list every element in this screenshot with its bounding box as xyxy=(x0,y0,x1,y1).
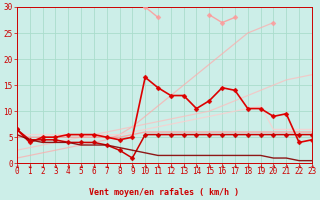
X-axis label: Vent moyen/en rafales ( km/h ): Vent moyen/en rafales ( km/h ) xyxy=(89,188,239,197)
